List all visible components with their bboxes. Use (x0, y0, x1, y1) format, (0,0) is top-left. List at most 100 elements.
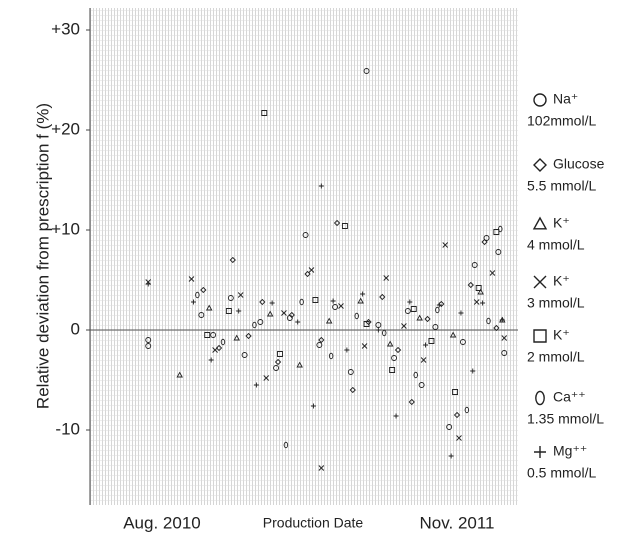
legend-concentration: 2 mmol/L (527, 349, 585, 365)
legend-name: K⁺ (553, 327, 570, 343)
legend-name: K⁺ (553, 273, 570, 289)
point (354, 312, 359, 320)
point (252, 321, 257, 329)
point (435, 306, 440, 314)
point (436, 302, 442, 308)
point (489, 270, 496, 276)
point (318, 183, 324, 189)
point (480, 300, 486, 306)
point (501, 335, 508, 341)
point (379, 293, 386, 301)
point (325, 317, 333, 324)
point (145, 343, 152, 349)
point (259, 298, 266, 306)
legend-symbol (533, 275, 547, 289)
point (205, 304, 213, 311)
point (237, 292, 244, 298)
point (233, 334, 240, 341)
legend-name: K⁺ (553, 215, 570, 231)
point (483, 235, 490, 241)
point (208, 357, 214, 363)
point (229, 256, 236, 264)
point (458, 310, 464, 316)
point (383, 275, 390, 281)
point (349, 386, 356, 394)
point (333, 219, 341, 227)
point (318, 336, 325, 344)
point (477, 288, 484, 295)
point (498, 225, 503, 233)
legend-concentration: 4 mmol/L (527, 237, 585, 253)
legend-concentration: 3 mmol/L (527, 295, 585, 311)
point (266, 310, 274, 317)
point (493, 229, 500, 235)
point (195, 291, 200, 299)
point (227, 295, 234, 301)
point (198, 312, 205, 318)
point (316, 342, 323, 348)
point (302, 232, 309, 238)
legend-symbol (533, 158, 547, 172)
x-tick-label: Aug. 2010 (123, 513, 201, 532)
point (212, 347, 218, 353)
legend-concentration: 0.5 mmol/L (527, 465, 596, 481)
x-axis-title: Production Date (263, 515, 364, 531)
point (241, 352, 248, 358)
point (363, 321, 370, 327)
point (442, 242, 449, 248)
point (375, 327, 381, 333)
point (210, 332, 217, 338)
point (407, 299, 413, 305)
point (432, 324, 439, 330)
point (393, 413, 399, 419)
point (357, 297, 364, 304)
point (310, 403, 316, 409)
point (304, 270, 311, 278)
y-tick-label: +30 (51, 19, 80, 38)
point (486, 317, 491, 325)
legend-name: Ca⁺⁺ (553, 389, 586, 405)
point (277, 351, 283, 357)
point (299, 298, 304, 306)
point (394, 346, 402, 354)
point (344, 347, 350, 353)
point (391, 355, 398, 361)
point (263, 375, 270, 381)
legend-name: Na⁺ (553, 91, 578, 107)
legend-concentration: 5.5 mmol/L (527, 178, 596, 194)
point (501, 350, 508, 356)
point (467, 281, 474, 289)
legend-symbol (533, 329, 547, 343)
y-tick-label: +10 (51, 219, 80, 238)
point (328, 352, 334, 360)
point (401, 323, 407, 329)
point (273, 365, 280, 371)
point (296, 361, 303, 368)
point (408, 398, 415, 406)
point (245, 332, 252, 340)
point (456, 435, 462, 441)
legend-name: Glucose (553, 156, 605, 172)
point (236, 308, 242, 314)
point (176, 371, 183, 378)
point (204, 332, 211, 338)
x-tick-label: Nov. 2011 (420, 513, 495, 532)
point (312, 297, 319, 303)
point (274, 358, 282, 366)
point (475, 285, 482, 291)
y-tick-label: 0 (71, 319, 80, 338)
point (449, 331, 457, 338)
point (361, 343, 368, 349)
point (386, 340, 394, 347)
point (188, 276, 195, 282)
point (261, 110, 268, 116)
point (257, 319, 264, 325)
point (499, 317, 505, 323)
point (389, 367, 396, 373)
point (288, 311, 295, 319)
point (308, 267, 315, 273)
point (190, 299, 196, 305)
point (446, 424, 453, 430)
